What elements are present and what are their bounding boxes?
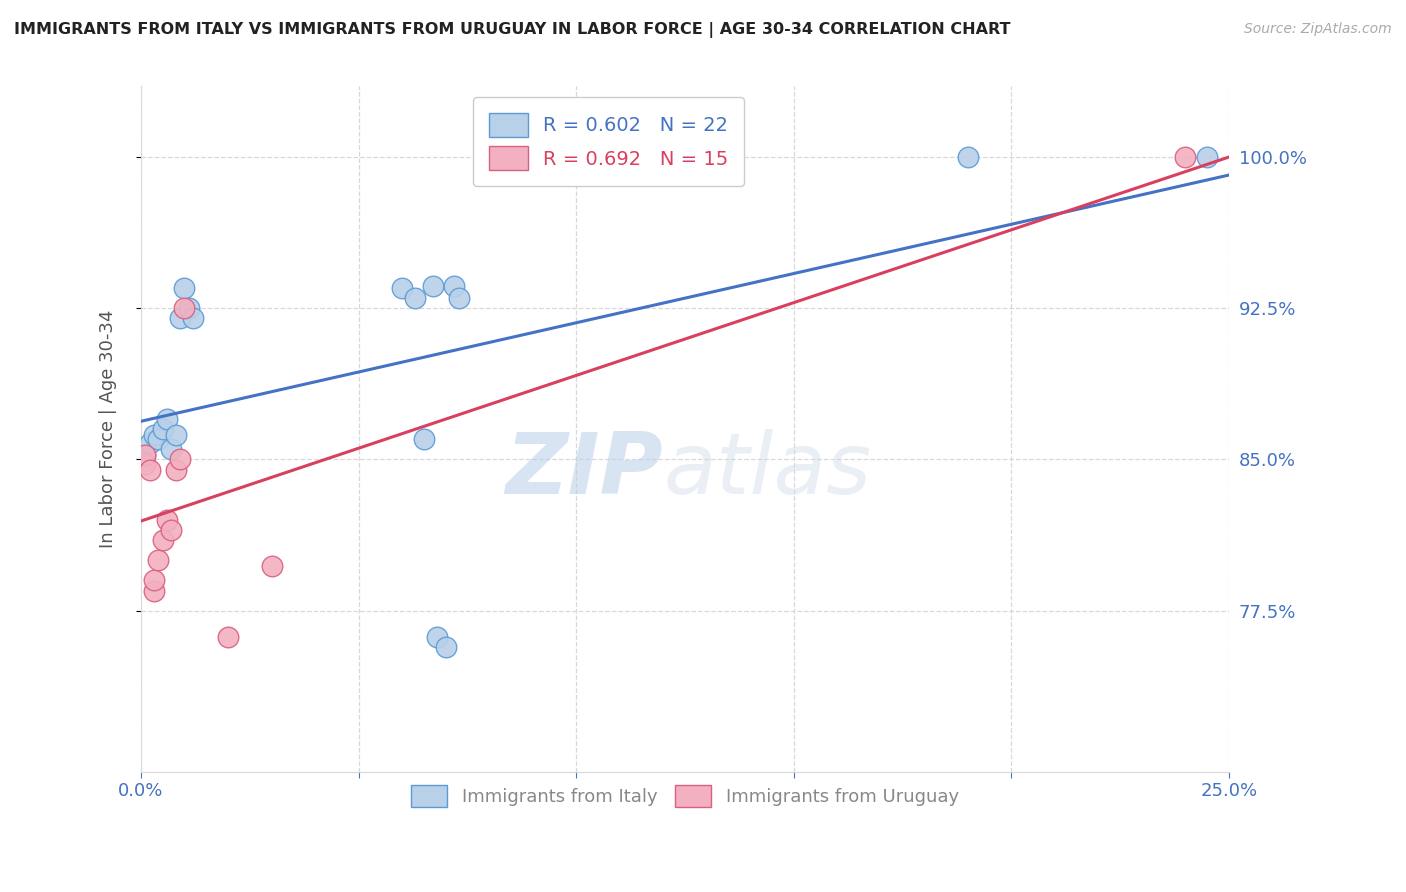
Point — [165, 462, 187, 476]
Point — [148, 432, 170, 446]
Point — [134, 449, 156, 463]
Point — [143, 428, 166, 442]
Point — [156, 412, 179, 426]
Point — [1174, 150, 1197, 164]
Point — [165, 428, 187, 442]
Y-axis label: In Labor Force | Age 30-34: In Labor Force | Age 30-34 — [100, 310, 117, 549]
Point — [173, 281, 195, 295]
Text: ZIP: ZIP — [506, 429, 664, 512]
Point — [160, 442, 183, 457]
Point — [169, 311, 191, 326]
Text: Source: ZipAtlas.com: Source: ZipAtlas.com — [1244, 22, 1392, 37]
Point — [443, 279, 465, 293]
Point — [173, 301, 195, 316]
Point — [956, 150, 979, 164]
Point — [260, 559, 283, 574]
Point — [434, 640, 457, 654]
Point — [391, 281, 413, 295]
Point — [181, 311, 204, 326]
Point — [404, 291, 426, 305]
Point — [152, 533, 174, 548]
Point — [426, 630, 449, 644]
Point — [412, 432, 434, 446]
Point — [160, 523, 183, 537]
Point — [177, 301, 200, 316]
Text: atlas: atlas — [664, 429, 872, 512]
Point — [447, 291, 470, 305]
Point — [134, 457, 156, 471]
Text: IMMIGRANTS FROM ITALY VS IMMIGRANTS FROM URUGUAY IN LABOR FORCE | AGE 30-34 CORR: IMMIGRANTS FROM ITALY VS IMMIGRANTS FROM… — [14, 22, 1011, 38]
Point — [134, 449, 156, 463]
Point — [143, 583, 166, 598]
Point — [1197, 150, 1219, 164]
Point — [148, 553, 170, 567]
Point — [156, 513, 179, 527]
Legend: Immigrants from Italy, Immigrants from Uruguay: Immigrants from Italy, Immigrants from U… — [404, 778, 966, 814]
Point — [169, 452, 191, 467]
Point — [138, 462, 160, 476]
Point — [422, 279, 444, 293]
Point — [143, 574, 166, 588]
Point — [138, 436, 160, 450]
Point — [217, 630, 239, 644]
Point — [152, 422, 174, 436]
